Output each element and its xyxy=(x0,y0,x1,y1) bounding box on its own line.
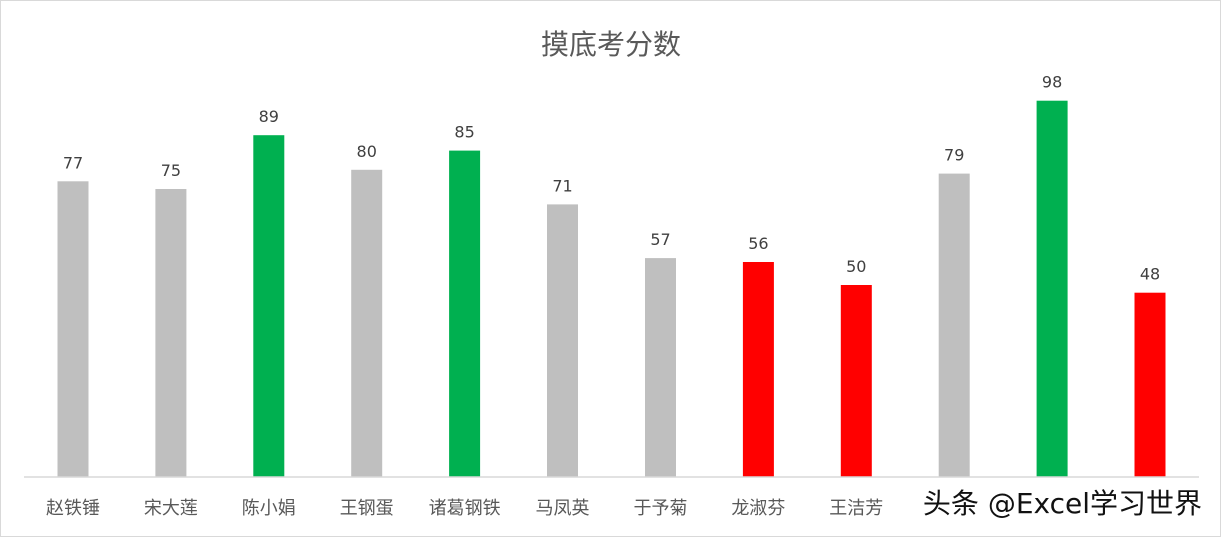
bar xyxy=(449,150,481,477)
data-label: 85 xyxy=(454,123,474,142)
chart-title: 摸底考分数 xyxy=(541,28,681,61)
data-label: 89 xyxy=(259,107,279,126)
category-label: 陈小娟 xyxy=(242,498,296,519)
bar xyxy=(742,262,774,477)
category-label: 龙淑芬 xyxy=(731,498,785,519)
data-label: 77 xyxy=(63,153,83,172)
labels-layer: 77 75 89 80 85 71 57 56 50 79 98 48 xyxy=(63,73,1160,284)
category-label: 马凤英 xyxy=(536,498,590,519)
bar xyxy=(840,285,872,477)
data-label: 50 xyxy=(846,257,866,276)
bar xyxy=(253,135,285,477)
data-label: 80 xyxy=(357,142,377,161)
bar xyxy=(938,173,970,477)
bar xyxy=(155,189,187,477)
category-label: 宋大莲 xyxy=(144,498,198,519)
data-label: 56 xyxy=(748,234,768,253)
category-labels: 赵铁锤 宋大莲 陈小娟 王钢蛋 诸葛钢铁 马凤英 于予菊 龙淑芬 王洁芳 xyxy=(46,498,883,519)
data-label: 71 xyxy=(552,176,572,195)
category-label: 于予菊 xyxy=(634,498,688,519)
data-label: 79 xyxy=(944,146,964,165)
bar xyxy=(547,204,578,477)
bar xyxy=(1134,292,1166,477)
data-label: 48 xyxy=(1140,265,1160,284)
bars-layer xyxy=(57,100,1166,478)
data-label: 98 xyxy=(1042,73,1062,92)
bar xyxy=(57,181,89,478)
data-label: 57 xyxy=(650,230,670,249)
category-label: 王洁芳 xyxy=(829,498,883,519)
bar xyxy=(645,258,676,477)
category-label: 赵铁锤 xyxy=(46,498,100,519)
bar xyxy=(351,169,383,478)
data-label: 75 xyxy=(161,161,181,180)
bar xyxy=(1036,100,1068,477)
watermark-text: 头条 @Excel学习世界 xyxy=(922,487,1202,520)
category-label: 诸葛钢铁 xyxy=(429,498,501,519)
category-label: 王钢蛋 xyxy=(340,498,394,519)
